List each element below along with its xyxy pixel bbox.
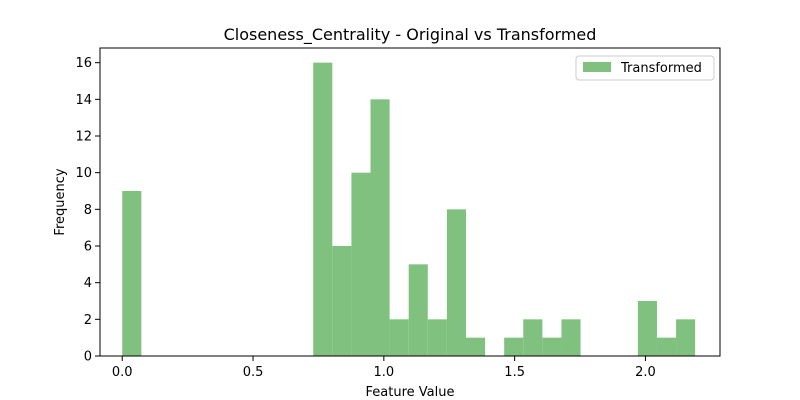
y-tick-label: 8 — [84, 203, 92, 218]
x-tick-label: 1.5 — [504, 365, 525, 380]
y-tick-label: 4 — [84, 276, 92, 291]
legend-swatch — [583, 62, 611, 72]
chart-title: Closeness_Centrality - Original vs Trans… — [224, 25, 597, 45]
y-tick-label: 2 — [84, 313, 92, 328]
histogram-bar — [676, 319, 696, 356]
histogram-bar — [408, 264, 428, 356]
histogram-bar — [427, 319, 447, 356]
histogram-bar — [542, 337, 562, 356]
x-tick-label: 0.0 — [112, 365, 133, 380]
y-tick-label: 12 — [75, 130, 92, 145]
legend-label: Transformed — [620, 61, 702, 76]
histogram-bar — [351, 172, 371, 356]
y-tick-label: 6 — [84, 240, 92, 255]
histogram-bar — [389, 319, 409, 356]
histogram-bar — [313, 62, 333, 357]
plot-frame — [99, 47, 721, 357]
histogram-bar — [332, 246, 352, 356]
histogram-bar — [465, 337, 486, 356]
y-axis-label: Frequency — [53, 168, 68, 235]
histogram-bar — [637, 301, 657, 356]
x-tick-label: 1.0 — [373, 365, 394, 380]
histogram-bar — [370, 99, 390, 356]
histogram-bar — [446, 209, 466, 356]
histogram-bar — [122, 191, 142, 356]
x-tick-label: 0.5 — [243, 365, 264, 380]
y-tick-label: 16 — [75, 56, 92, 71]
bars-group — [122, 62, 696, 357]
y-axis-ticks: 0 2 4 6 8 10 12 14 16 — [75, 56, 100, 365]
legend: Transformed — [575, 55, 715, 81]
x-axis-label: Feature Value — [366, 385, 455, 400]
histogram-bar — [656, 337, 677, 356]
y-tick-label: 14 — [75, 93, 92, 108]
histogram-bar — [561, 319, 581, 356]
x-axis-ticks: 0.0 0.5 1.0 1.5 2.0 — [112, 356, 656, 380]
y-tick-label: 10 — [75, 166, 92, 181]
histogram-bar — [504, 337, 524, 356]
histogram-bar — [523, 319, 543, 356]
x-tick-label: 2.0 — [635, 365, 656, 380]
y-tick-label: 0 — [84, 350, 92, 365]
